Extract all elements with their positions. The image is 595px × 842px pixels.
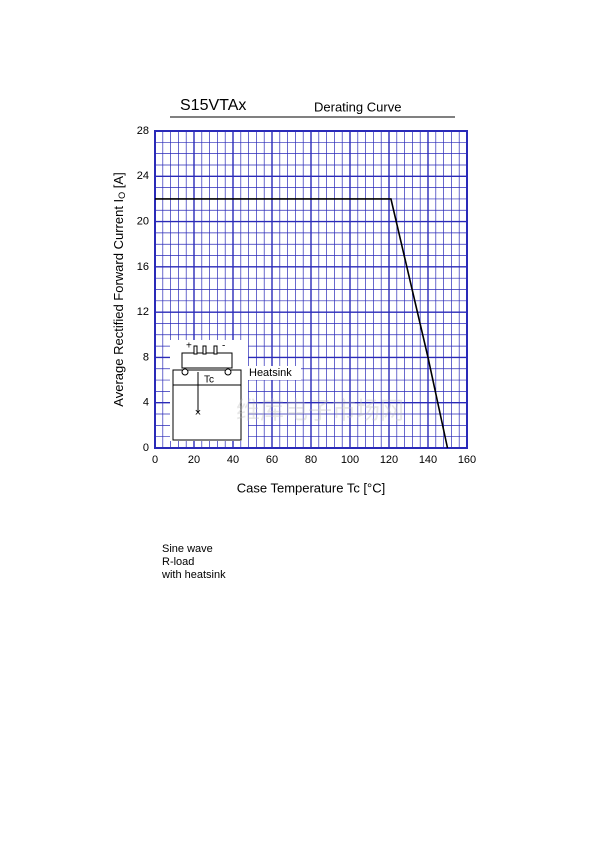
x-tick-label: 160 (458, 454, 476, 466)
pin (202, 345, 207, 355)
y-tick-label: 0 (143, 442, 149, 454)
x-tick-label: 40 (227, 454, 239, 466)
note: R-load (162, 556, 194, 568)
y-axis-label-part: Average Rectified Forward Current I (111, 199, 126, 407)
x-tick-label: 100 (341, 454, 359, 466)
x-tick-label: 0 (152, 454, 158, 466)
y-axis-label-part: [A] (111, 172, 126, 192)
plot-frame (154, 130, 468, 449)
derating-curve (155, 198, 449, 449)
chart-title: S15VTAx (180, 97, 246, 114)
heatsink-label-bg (247, 366, 301, 380)
heatsink-body (172, 369, 242, 441)
note: with heatsink (161, 569, 226, 581)
heatsink-label: Heatsink (249, 367, 292, 379)
pin (213, 345, 218, 355)
y-tick-label: 4 (143, 397, 149, 409)
screw (181, 368, 189, 376)
watermark: 维库电子市场网 (236, 397, 404, 425)
pin (193, 345, 198, 355)
plot: 0 20 40 60 80 100 120 140 160 0 4 8 12 16 20 24 28 (137, 125, 476, 466)
x-axis-label: Case Temperature Tc [°C] (237, 480, 386, 495)
y-tick-label: 12 (137, 306, 149, 318)
y-tick-label: 16 (137, 261, 149, 273)
x-tick-label: 20 (188, 454, 200, 466)
x-tick-label: 140 (419, 454, 437, 466)
minus-label: - (222, 341, 225, 352)
component-body (181, 352, 233, 369)
y-tick-label: 24 (137, 170, 149, 182)
x-tick-label: 80 (305, 454, 317, 466)
tc-cross: × (195, 407, 201, 419)
tc-label: Tc (204, 375, 214, 386)
y-tick-label: 28 (137, 125, 149, 137)
chart-subtitle: Derating Curve (314, 99, 401, 114)
y-axis-label-part: O (117, 192, 127, 199)
y-axis-label: Average Rectified Forward Current IO [A] (111, 172, 127, 406)
screw (224, 368, 232, 376)
plus-label: + (186, 341, 192, 352)
y-tick-label: 8 (143, 351, 149, 363)
note: Sine wave (162, 543, 213, 555)
x-tick-label: 120 (380, 454, 398, 466)
x-tick-label: 60 (266, 454, 278, 466)
y-tick-label: 20 (137, 215, 149, 227)
inset: × + - Tc Heatsink (170, 340, 301, 441)
